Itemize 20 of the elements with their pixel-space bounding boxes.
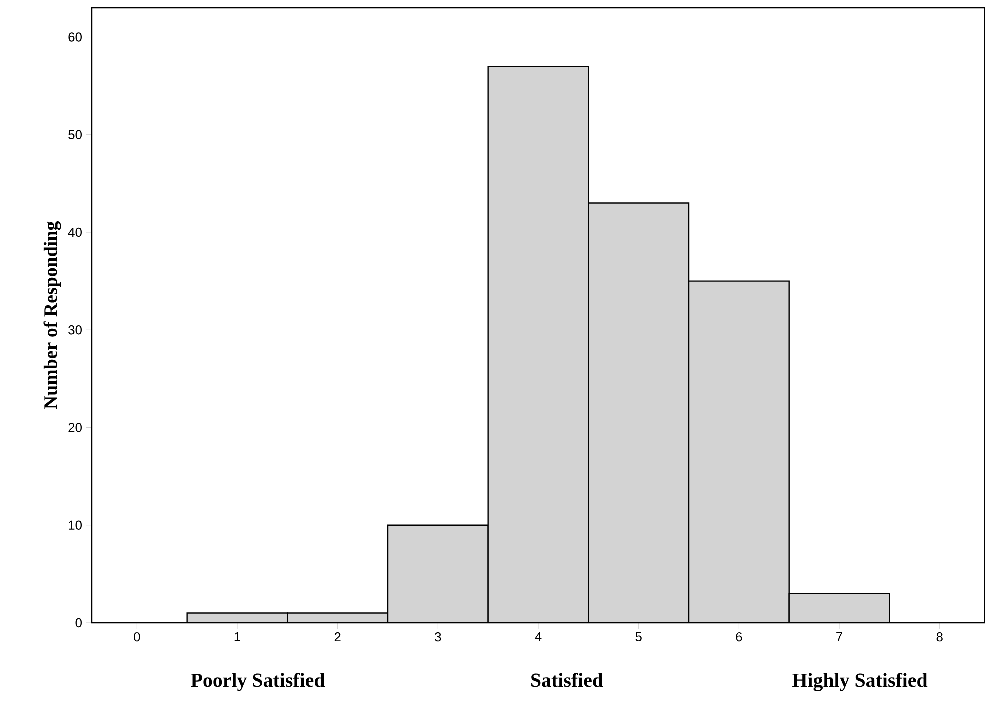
x-tick-label: 6 <box>736 632 742 642</box>
x-tick-label: 8 <box>936 632 943 642</box>
x-tick-label: 4 <box>535 632 542 642</box>
y-tick-label: 10 <box>69 520 82 530</box>
y-tick-label: 60 <box>68 32 82 42</box>
text: Satisfied <box>532 672 604 688</box>
text: Poorly Satisfied <box>191 672 326 692</box>
y-axis-title: Number of Responding <box>44 222 62 410</box>
x-tick-label: 3 <box>435 632 442 642</box>
y-tick-label: 50 <box>68 130 82 140</box>
text: Highly Satisfied <box>792 672 928 692</box>
x-tick-label: 5 <box>636 632 642 642</box>
y-tick-label: 0 <box>76 618 82 628</box>
y-tick-label: 20 <box>68 423 82 432</box>
x-tick-label: 1 <box>234 632 240 642</box>
x-tick-label: 7 <box>836 632 842 642</box>
x-tick-label: 2 <box>334 632 341 642</box>
y-tick-label: 40 <box>68 228 82 238</box>
x-tick-label: 0 <box>134 632 140 642</box>
y-tick-label: 30 <box>68 326 82 335</box>
